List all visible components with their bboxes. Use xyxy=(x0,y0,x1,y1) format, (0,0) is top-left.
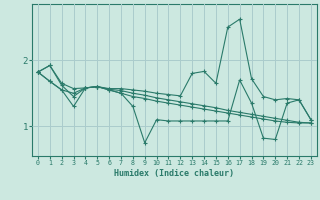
X-axis label: Humidex (Indice chaleur): Humidex (Indice chaleur) xyxy=(115,169,234,178)
